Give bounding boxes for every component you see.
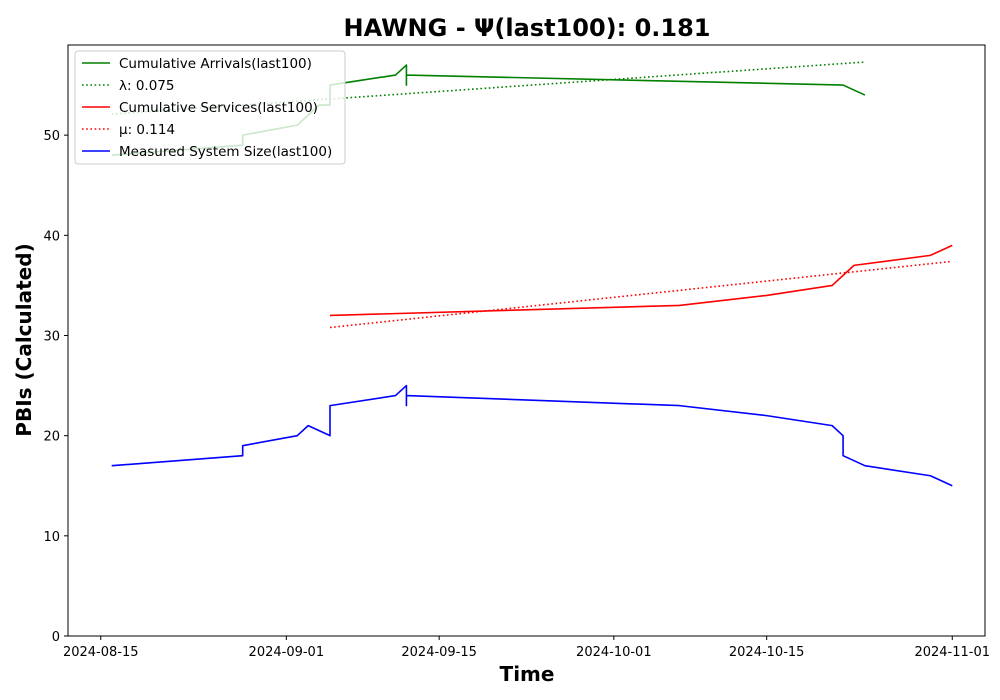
y-tick-label-3: 30 <box>43 329 60 344</box>
x-tick-label-3: 2024-10-01 <box>576 645 652 660</box>
legend-label-2: Cumulative Services(last100) <box>119 100 318 116</box>
legend-box <box>74 50 346 165</box>
legend-label-0: Cumulative Arrivals(last100) <box>119 56 312 72</box>
y-tick-label-1: 10 <box>43 530 60 545</box>
series-line-3 <box>329 260 953 329</box>
x-tick-label-0: 2024-08-15 <box>63 645 139 660</box>
legend: Cumulative Arrivals(last100) λ: 0.075 Cumu… <box>74 50 346 165</box>
y-tick-label-2: 20 <box>43 430 60 445</box>
x-tick-label-5: 2024-11-01 <box>914 645 990 660</box>
y-tick-label-5: 50 <box>43 129 60 144</box>
y-tick-label-0: 0 <box>52 630 60 645</box>
legend-label-3: μ: 0.114 <box>119 122 175 138</box>
legend-label-4: Measured System Size(last100) <box>119 144 332 160</box>
plot-area: 2024-08-15 2024-09-01 2024-09-15 2024-10-01… <box>43 44 990 660</box>
series-line-2 <box>329 244 953 317</box>
x-tick-label-4: 2024-10-15 <box>729 645 805 660</box>
series-line-4 <box>111 384 953 487</box>
y-tick-label-4: 40 <box>43 229 60 244</box>
legend-label-1: λ: 0.075 <box>119 78 174 94</box>
x-axis-label: Time <box>500 662 555 686</box>
plot-frame <box>67 44 986 637</box>
x-tick-label-1: 2024-09-01 <box>249 645 325 660</box>
y-axis-label: PBIs (Calculated) <box>12 243 36 436</box>
x-tick-label-2: 2024-09-15 <box>401 645 477 660</box>
chart-title: HAWNG - Ψ(last100): 0.181 <box>344 14 711 42</box>
